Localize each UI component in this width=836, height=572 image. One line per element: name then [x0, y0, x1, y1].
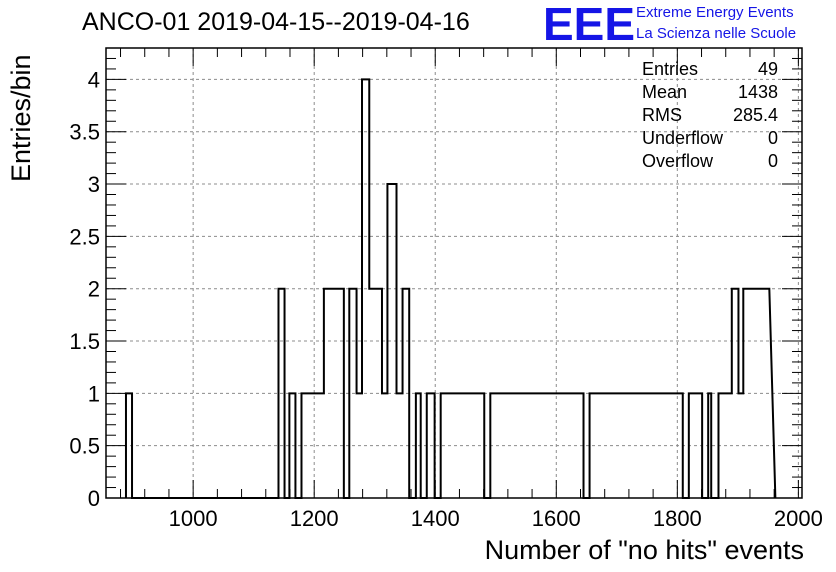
y-tick-label: 0.5 — [69, 434, 100, 459]
stats-box: Entries 49 Mean 1438 RMS 285.4 Underflow… — [642, 58, 780, 173]
x-tick-label: 1600 — [532, 506, 581, 531]
chart-title: ANCO-01 2019-04-15--2019-04-16 — [82, 8, 470, 36]
stat-row-overflow: Overflow 0 — [642, 150, 780, 173]
stat-label: Mean — [642, 82, 688, 102]
y-tick-label: 1 — [88, 381, 100, 406]
stat-row-rms: RMS 285.4 — [642, 104, 780, 127]
y-tick-label: 2 — [88, 277, 100, 302]
stat-value: 0 — [767, 128, 778, 148]
stat-value: 49 — [757, 59, 778, 79]
logo-tagline-1: Extreme Energy Events — [636, 4, 794, 21]
y-tick-label: 1.5 — [69, 329, 100, 354]
stat-value: 285.4 — [732, 105, 778, 125]
stat-row-entries: Entries 49 — [642, 58, 780, 81]
histogram-outline — [124, 78, 777, 499]
x-tick-label: 2000 — [774, 506, 823, 531]
stat-row-underflow: Underflow 0 — [642, 127, 780, 150]
stat-value: 1438 — [737, 82, 778, 102]
stat-label: Entries — [642, 59, 699, 79]
stat-label: RMS — [642, 105, 682, 125]
grid-lines — [106, 48, 802, 498]
x-tick-label: 1400 — [411, 506, 460, 531]
histogram-series — [124, 78, 777, 499]
logo-tagline-2: La Scienza nelle Scuole — [636, 25, 797, 42]
y-tick-label: 4 — [88, 67, 100, 92]
logo-mark: EEE — [543, 0, 635, 46]
y-tick-label: 0 — [88, 486, 100, 511]
y-axis-title: Entries/bin — [6, 54, 36, 182]
stat-row-mean: Mean 1438 — [642, 81, 780, 104]
x-tick-label: 1800 — [653, 506, 702, 531]
plot-frame — [105, 47, 803, 499]
eee-logo: EEE — [543, 0, 635, 46]
plot-border — [105, 47, 803, 499]
y-tick-label: 3 — [88, 172, 100, 197]
axis-ticks — [106, 47, 802, 499]
x-tick-label: 1000 — [169, 506, 218, 531]
x-axis-title: Number of "no hits" events — [484, 535, 804, 565]
stat-value: 0 — [767, 151, 778, 171]
y-tick-label: 3.5 — [69, 120, 100, 145]
stat-label: Underflow — [642, 128, 724, 148]
tick-labels: 1000 1200 1400 1600 1800 2000 0 0.5 1 1.5 2 2.5 3 3.5… — [69, 67, 822, 531]
x-tick-label: 1200 — [290, 506, 339, 531]
y-tick-label: 2.5 — [69, 224, 100, 249]
stat-label: Overflow — [642, 151, 714, 171]
